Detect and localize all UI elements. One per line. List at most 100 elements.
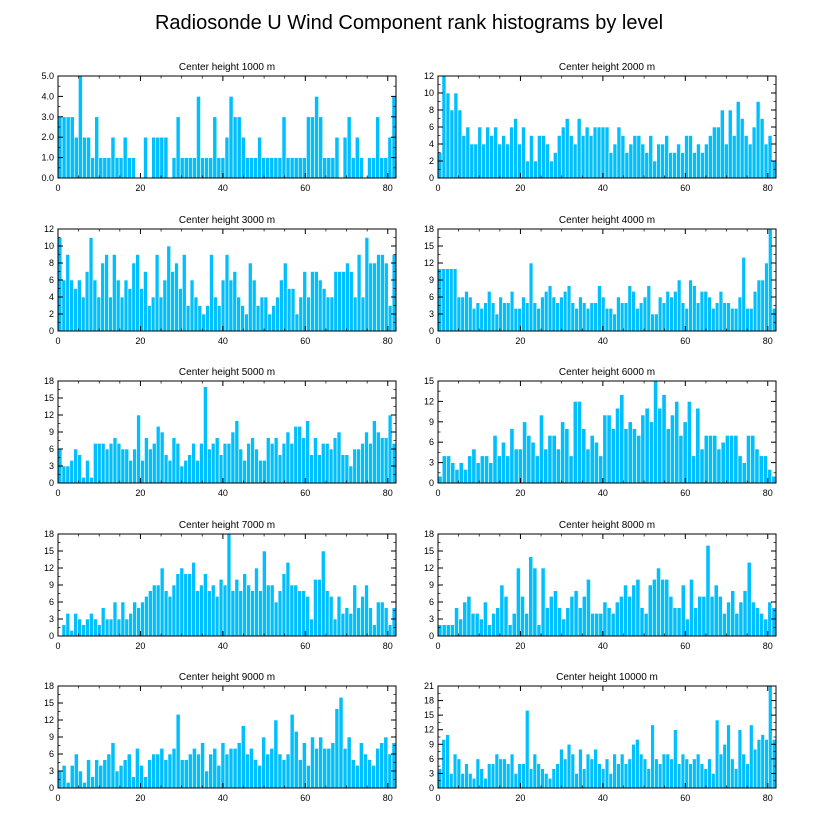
bar <box>614 601 620 637</box>
bar <box>665 753 670 789</box>
bar <box>638 302 644 332</box>
panel-title: Center height 1000 m <box>179 62 275 73</box>
x-tick-label: 40 <box>598 336 608 346</box>
bar <box>528 556 534 637</box>
bar <box>665 428 671 484</box>
bar <box>750 435 756 484</box>
bar <box>317 454 322 484</box>
bar <box>437 152 443 179</box>
bar <box>108 443 114 484</box>
y-tick-label: 3 <box>429 458 434 468</box>
bar <box>700 152 705 179</box>
histogram-panel-10: Center height 10000 m 0 20 40 60 80 0 3 6 9 12 15 18… <box>424 672 777 803</box>
bar <box>124 448 130 484</box>
y-tick-label: 3.0 <box>41 112 54 122</box>
bar <box>465 126 471 179</box>
bar <box>273 157 279 179</box>
bar <box>344 454 350 484</box>
y-tick-label: 18 <box>424 696 434 706</box>
bar <box>328 448 334 484</box>
bar <box>737 729 743 789</box>
bar <box>383 157 389 179</box>
bar <box>716 448 722 484</box>
bar <box>94 116 100 179</box>
bar <box>342 748 348 789</box>
bar <box>336 596 342 637</box>
y-tick-label: 0 <box>49 326 54 336</box>
panel-title: Center height 7000 m <box>179 520 275 531</box>
bar <box>127 288 133 332</box>
bar <box>253 157 258 179</box>
bar <box>754 448 760 484</box>
bar <box>174 262 179 332</box>
bar <box>100 607 106 637</box>
bar <box>522 421 528 484</box>
y-tick-label: 0.0 <box>41 173 54 183</box>
bar <box>771 308 777 332</box>
bar <box>479 455 485 484</box>
histogram-panel-8: Center height 8000 m 0 20 40 60 80 0 3 6 9 12 15 18 <box>424 520 777 651</box>
bar <box>104 254 109 332</box>
bar <box>456 296 462 332</box>
bar <box>759 118 765 179</box>
bar <box>110 742 116 789</box>
bar <box>734 613 740 637</box>
bar <box>236 296 241 332</box>
bar <box>577 607 583 637</box>
bar <box>509 428 515 484</box>
bar <box>506 763 511 789</box>
bar <box>548 596 554 637</box>
bar <box>696 143 701 179</box>
bar <box>501 441 506 484</box>
bar <box>644 407 650 484</box>
bar <box>200 742 205 789</box>
bar <box>525 709 530 789</box>
bar <box>122 759 128 789</box>
bar <box>483 777 488 789</box>
bar <box>569 596 575 637</box>
y-tick-label: 5.0 <box>41 71 54 81</box>
bar <box>627 596 633 637</box>
bar <box>661 753 667 789</box>
bar <box>139 288 144 332</box>
bar <box>646 768 651 789</box>
bar <box>302 742 307 789</box>
bar <box>520 596 525 637</box>
bar <box>199 584 204 637</box>
bar <box>756 279 762 332</box>
bar <box>468 773 473 789</box>
bar <box>187 573 192 637</box>
bar <box>244 313 249 332</box>
bar <box>573 590 579 637</box>
bar <box>78 75 83 179</box>
bar <box>313 437 318 484</box>
bar <box>254 448 259 484</box>
bar <box>317 579 322 637</box>
bar <box>245 157 250 179</box>
bar <box>751 126 757 179</box>
panel-title: Center height 5000 m <box>179 367 275 378</box>
bar <box>242 460 247 484</box>
bar <box>437 624 443 637</box>
y-tick-label: 9 <box>429 275 434 285</box>
bar <box>627 421 633 484</box>
bar <box>359 742 364 789</box>
y-tick-label: 6 <box>429 437 434 447</box>
y-tick-label: 15 <box>424 241 434 251</box>
bar <box>255 305 261 332</box>
bar <box>106 157 112 179</box>
bar <box>297 590 302 637</box>
bar <box>730 758 735 789</box>
panel-title: Center height 6000 m <box>559 367 655 378</box>
y-tick-label: 15 <box>44 546 54 556</box>
bar <box>586 579 591 637</box>
bar <box>676 607 682 637</box>
bar <box>460 296 465 332</box>
bar <box>509 291 515 332</box>
bar <box>612 313 617 332</box>
bar <box>680 753 686 789</box>
histogram-panel-4: Center height 4000 m 0 20 40 60 80 0 3 6 9 12 15 18 <box>424 215 777 346</box>
bar <box>356 607 361 637</box>
bar <box>65 254 70 332</box>
x-tick-label: 60 <box>680 793 690 803</box>
